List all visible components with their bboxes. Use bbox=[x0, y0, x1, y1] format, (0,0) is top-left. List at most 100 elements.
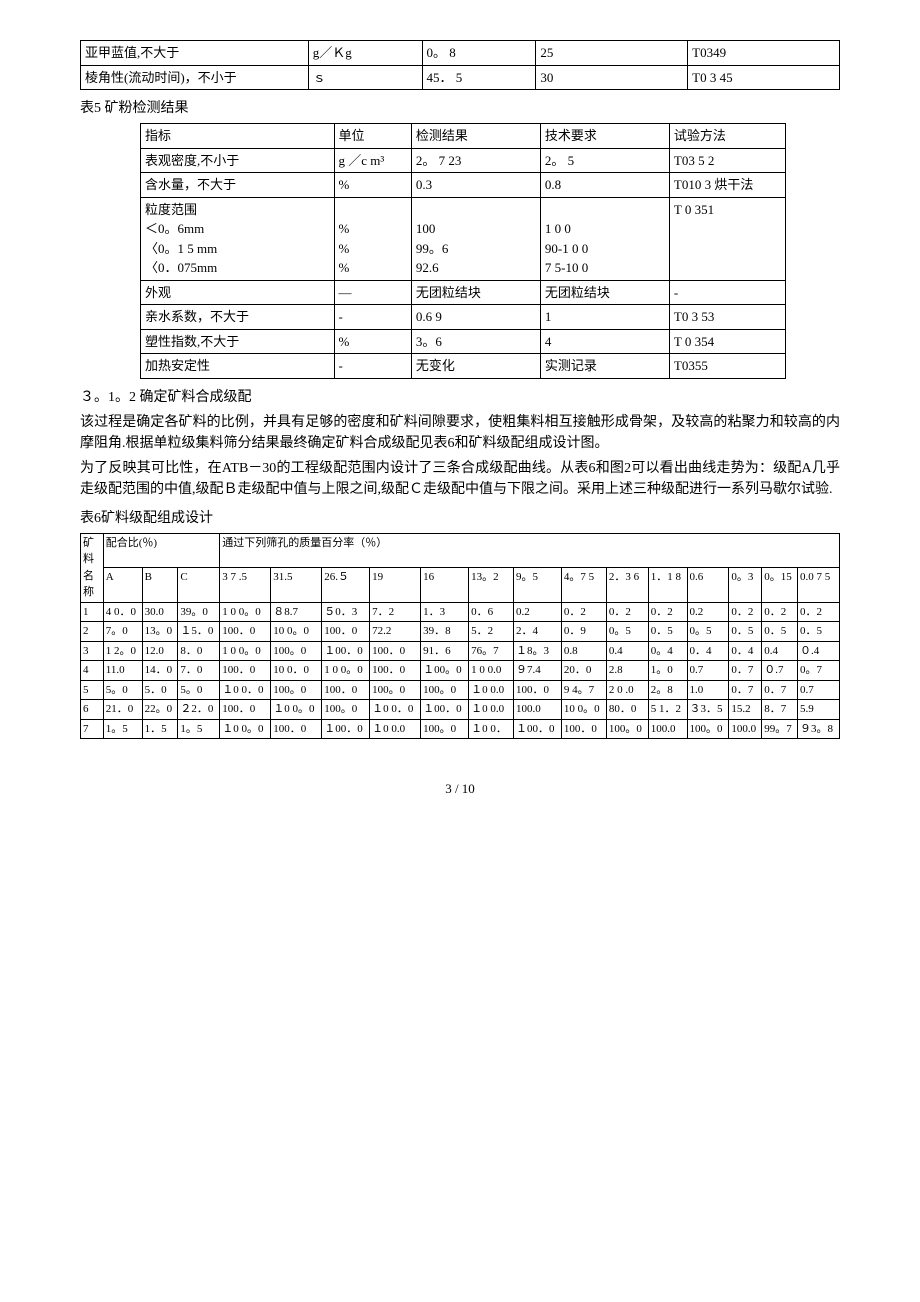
table-cell: 72.2 bbox=[370, 622, 421, 642]
table-cell: 2 bbox=[81, 622, 104, 642]
table-cell: 30 bbox=[536, 65, 688, 90]
table-cell: 2 0 .0 bbox=[606, 680, 648, 700]
table-cell: 4 bbox=[81, 661, 104, 681]
table-cell: ８8.7 bbox=[271, 602, 322, 622]
table-cell: 6 bbox=[81, 700, 104, 720]
table-cell: 1。5 bbox=[103, 719, 142, 739]
table-cell: 0．6 bbox=[469, 602, 514, 622]
table-header-cell: 0。3 bbox=[729, 568, 762, 603]
table-cell: 100。0 bbox=[370, 680, 421, 700]
table-cell: 25 bbox=[536, 41, 688, 66]
table-header-cell: B bbox=[142, 568, 178, 603]
table-cell: 5．0 bbox=[142, 680, 178, 700]
table-cell: 0。 8 bbox=[422, 41, 536, 66]
table-header-cell: A bbox=[103, 568, 142, 603]
table-cell: — bbox=[334, 280, 411, 305]
table-header-cell: 0.6 bbox=[687, 568, 729, 603]
table-cell: 100。0 bbox=[606, 719, 648, 739]
table-cell: 无团粒结块 bbox=[411, 280, 540, 305]
table-cell: 1 0 0。0 bbox=[220, 641, 271, 661]
table-cell: 7．2 bbox=[370, 602, 421, 622]
table-cell: 0．2 bbox=[798, 602, 840, 622]
table-cell: 20．0 bbox=[561, 661, 606, 681]
table-cell: 0．5 bbox=[729, 622, 762, 642]
table-cell: g／Ｋg bbox=[308, 41, 422, 66]
table2-title: 表5 矿粉检测结果 bbox=[80, 98, 840, 119]
table-cell: 100.0 bbox=[729, 719, 762, 739]
table-cell: 0．7 bbox=[729, 680, 762, 700]
table-header-cell: 单位 bbox=[334, 124, 411, 149]
table-cell: 2．4 bbox=[513, 622, 561, 642]
table-cell: - bbox=[669, 280, 785, 305]
table-cell: 0．2 bbox=[606, 602, 648, 622]
table-cell: 100。0 bbox=[322, 700, 370, 720]
table-cell: 76。7 bbox=[469, 641, 514, 661]
table-cell: T03 5 2 bbox=[669, 148, 785, 173]
table-cell: 0．4 bbox=[729, 641, 762, 661]
table-cell: 5 1．2 bbox=[648, 700, 687, 720]
table-cell: 2。 7 23 bbox=[411, 148, 540, 173]
table-header-cell: 1．1 8 bbox=[648, 568, 687, 603]
table-cell: ｓ bbox=[308, 65, 422, 90]
table-cell: 100。0 bbox=[687, 719, 729, 739]
table-cell: 21．0 bbox=[103, 700, 142, 720]
table-cell: % % % bbox=[334, 197, 411, 280]
table-cell: 100。0 bbox=[421, 680, 469, 700]
table-cell: 100.0 bbox=[513, 700, 561, 720]
table-cell: 1 bbox=[540, 305, 669, 330]
table-cell: 1 0 0.0 bbox=[469, 661, 514, 681]
table-cell: 30.0 bbox=[142, 602, 178, 622]
table-cell: 0．2 bbox=[729, 602, 762, 622]
table-cell: １0 0。0 bbox=[271, 700, 322, 720]
table-cell: T0349 bbox=[688, 41, 840, 66]
table-cell: １0 0。0 bbox=[220, 719, 271, 739]
table-cell: ９3。8 bbox=[798, 719, 840, 739]
table-1: 亚甲蓝值,不大于g／Ｋg0。 825T0349棱角性(流动时间)，不小于ｓ45．… bbox=[80, 40, 840, 90]
table-cell: 1。0 bbox=[648, 661, 687, 681]
table-cell: ５0．3 bbox=[322, 602, 370, 622]
table-cell: 4 0．0 bbox=[103, 602, 142, 622]
table-cell: T0 3 45 bbox=[688, 65, 840, 90]
table-cell: 10 0。0 bbox=[271, 622, 322, 642]
table-header-cell: 技术要求 bbox=[540, 124, 669, 149]
table-cell: ９7.4 bbox=[513, 661, 561, 681]
table-cell: 7 bbox=[81, 719, 104, 739]
table-cell: ０.7 bbox=[762, 661, 798, 681]
table-cell: 39．8 bbox=[421, 622, 469, 642]
page-footer: 3 / 10 bbox=[80, 779, 840, 799]
table-cell: 10 0。0 bbox=[561, 700, 606, 720]
table-cell: 1．3 bbox=[421, 602, 469, 622]
table-2: 指标单位检测结果技术要求试验方法表观密度,不小于g ／c m³2。 7 232。… bbox=[140, 123, 786, 379]
table-cell: 99。7 bbox=[762, 719, 798, 739]
table-header-cell: 0.0 7 5 bbox=[798, 568, 840, 603]
table-cell: 实测记录 bbox=[540, 354, 669, 379]
table-cell: 0．4 bbox=[687, 641, 729, 661]
table-cell: 3 bbox=[81, 641, 104, 661]
table-cell: 0.7 bbox=[798, 680, 840, 700]
table-cell: T 0 351 bbox=[669, 197, 785, 280]
table-cell: 45． 5 bbox=[422, 65, 536, 90]
body-paragraph: 为了反映其可比性，在ATB－30的工程级配范围内设计了三条合成级配曲线。从表6和… bbox=[80, 458, 840, 500]
table-cell: 外观 bbox=[141, 280, 335, 305]
table-cell: 0.8 bbox=[540, 173, 669, 198]
table-cell: 22。0 bbox=[142, 700, 178, 720]
table-cell: 5.9 bbox=[798, 700, 840, 720]
table-cell: １0 0． bbox=[469, 719, 514, 739]
table-cell: 91．6 bbox=[421, 641, 469, 661]
table-cell: 0.6 9 bbox=[411, 305, 540, 330]
table3-title: 表6矿料级配组成设计 bbox=[80, 508, 840, 529]
table-cell: 0.4 bbox=[606, 641, 648, 661]
table-cell: 3。6 bbox=[411, 329, 540, 354]
table-cell: 100．0 bbox=[322, 622, 370, 642]
table-cell: １8。3 bbox=[513, 641, 561, 661]
table-cell: 100。0 bbox=[421, 719, 469, 739]
table-cell: 表观密度,不小于 bbox=[141, 148, 335, 173]
table-cell: 1。5 bbox=[178, 719, 220, 739]
table-header-cell: 试验方法 bbox=[669, 124, 785, 149]
table-cell: 0．5 bbox=[762, 622, 798, 642]
table-cell: 39。0 bbox=[178, 602, 220, 622]
table-header-cell: 13。2 bbox=[469, 568, 514, 603]
table-cell: 13。0 bbox=[142, 622, 178, 642]
table-cell: １00。0 bbox=[421, 661, 469, 681]
table-header-cell: 矿料名称 bbox=[81, 533, 104, 602]
